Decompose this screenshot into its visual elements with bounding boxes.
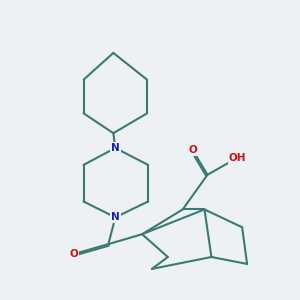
- Text: O: O: [188, 145, 197, 155]
- Text: O: O: [69, 249, 78, 259]
- Text: N: N: [111, 212, 120, 222]
- Text: N: N: [111, 143, 120, 153]
- Text: OH: OH: [228, 153, 246, 163]
